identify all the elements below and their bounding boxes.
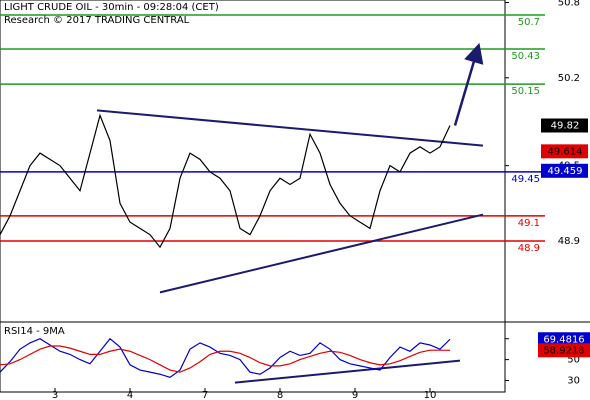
series-line	[0, 345, 451, 373]
series-line	[0, 337, 451, 379]
rsi-marker	[538, 332, 590, 347]
x-tick-label: 3	[52, 390, 58, 400]
y-tick-label: 30	[567, 376, 580, 387]
chart-title: LIGHT CRUDE OIL - 30min - 09:28:04 (CET)	[4, 2, 219, 13]
level-label: 50.43	[511, 51, 540, 62]
rsi-marker	[538, 343, 590, 358]
price-marker	[541, 163, 588, 178]
x-tick-label: 9	[352, 390, 358, 400]
y-tick-label: 50.8	[558, 0, 580, 9]
price-marker	[541, 118, 588, 133]
x-tick-label: 4	[127, 390, 133, 400]
rsi-title: RSI14 - 9MA	[4, 326, 65, 337]
trendline	[234, 359, 461, 384]
price-marker-label: 49.614	[548, 146, 583, 157]
x-tick-label: 8	[277, 390, 283, 400]
trendline	[159, 213, 484, 294]
forecast-arrow	[453, 42, 484, 126]
level-label: 49.45	[511, 174, 540, 185]
y-tick-label: 50.2	[558, 73, 580, 84]
rsi-marker-label: 58.9218	[543, 345, 584, 356]
level-label: 50.15	[511, 86, 540, 97]
level-label: 48.9	[518, 243, 540, 254]
level-label: 49.1	[518, 218, 540, 229]
price-marker-label: 49.82	[551, 120, 580, 131]
chart-subtitle: Research © 2017 TRADING CENTRAL	[4, 15, 190, 26]
level-label: 50.7	[518, 17, 540, 28]
x-tick-label: 7	[202, 390, 208, 400]
x-tick-label: 10	[424, 390, 437, 400]
plot-frame	[0, 0, 506, 393]
trendline	[96, 109, 484, 147]
price-marker	[541, 144, 588, 159]
rsi-marker-label: 69.4816	[543, 334, 584, 345]
y-tick-label: 48.9	[558, 236, 580, 247]
price-marker-label: 49.459	[548, 166, 583, 177]
y-tick-label: 50	[567, 355, 580, 366]
series-line	[0, 113, 451, 249]
